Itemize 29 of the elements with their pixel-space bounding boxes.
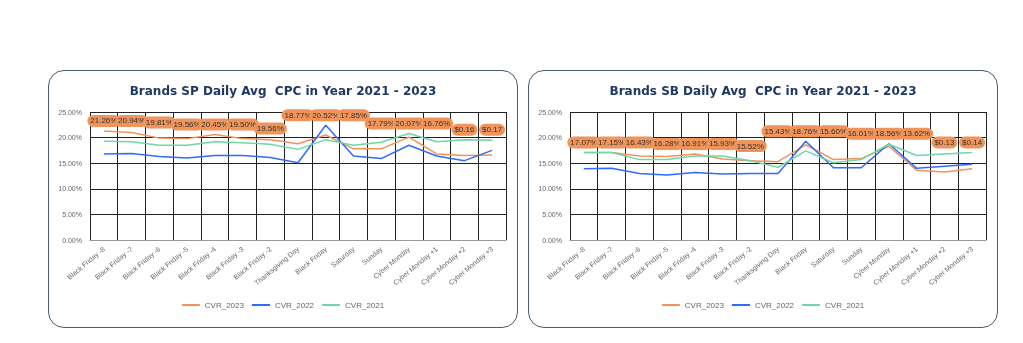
chart-title: Brands SB Daily Avg CPC in Year 2021 - 2023 <box>609 84 917 98</box>
annotation: 13.62% <box>903 129 931 139</box>
legend-label: CVR_2023 <box>684 300 725 310</box>
legend-label: CVR_2021 <box>825 300 865 310</box>
annotation: $0.13 <box>934 137 955 147</box>
annotation: $0.16 <box>454 125 475 135</box>
annotation: 19.50% <box>228 120 257 130</box>
annotation: 17.79% <box>367 119 395 128</box>
annotation: 18.77% <box>284 110 312 120</box>
legend-label: CVR_2022 <box>274 300 315 310</box>
annotation: 15.43% <box>764 126 792 136</box>
legend-label: CVR_2021 <box>345 300 385 310</box>
annotation: 20.45% <box>201 120 229 130</box>
chart-title: Brands SP Daily Avg CPC in Year 2021 - 2023 <box>129 84 437 98</box>
annotation: 19.56% <box>256 124 284 134</box>
annotation: $0.14 <box>962 137 983 147</box>
annotation: 17.85% <box>339 110 368 120</box>
annotation: 15.52% <box>736 141 764 151</box>
legend-label: CVR_2023 <box>204 300 245 310</box>
line-series <box>103 132 493 151</box>
legend-label: CVR_2022 <box>754 300 795 310</box>
annotation: 16.01% <box>847 129 875 139</box>
annotation: 16.76% <box>423 119 451 128</box>
annotation: 16.28% <box>653 139 681 149</box>
annotation: 19.81% <box>145 117 173 127</box>
annotation: 18.56% <box>875 129 903 139</box>
annotation: 19.56% <box>173 120 201 130</box>
annotation: $0.17 <box>482 125 503 135</box>
annotation: 20.52% <box>312 110 340 120</box>
